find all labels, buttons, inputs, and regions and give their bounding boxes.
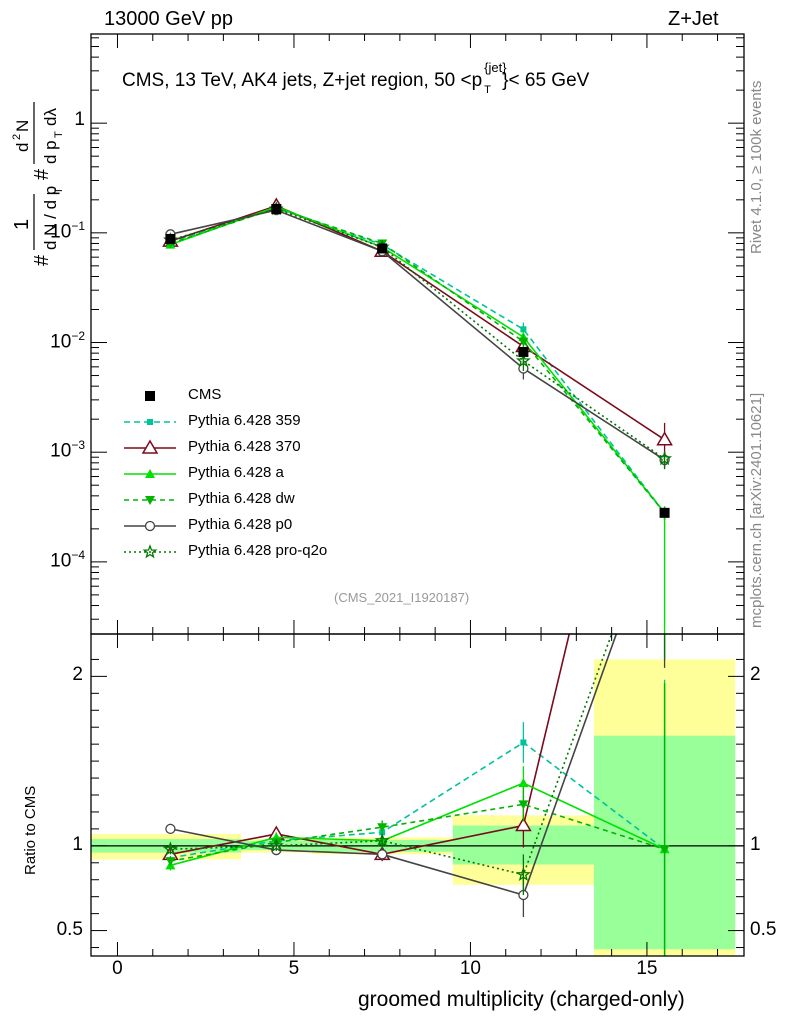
plot-title-text: CMS, 13 TeV, AK4 jets, Z+jet region, 50 … xyxy=(122,60,590,96)
ratio-point-3-3 xyxy=(518,800,529,810)
svg-text:N: N xyxy=(13,120,32,132)
ytick-label-2: 10−2 xyxy=(50,328,85,352)
main-point-3-3 xyxy=(518,337,529,347)
main-ylabel-fraction: # 1 d N / d p T # d 2 N d p T dλ xyxy=(11,102,65,266)
svg-text:#: # xyxy=(31,168,53,180)
svg-text:T: T xyxy=(53,187,65,194)
main-line-5 xyxy=(170,208,666,460)
ratio-point-5-3 xyxy=(515,866,531,881)
legend-marker-0 xyxy=(145,391,155,401)
ratio-point-5-1 xyxy=(268,837,284,853)
legend-marker-2 xyxy=(141,439,159,454)
ratio-point-4-4 xyxy=(660,494,669,503)
main-line-1 xyxy=(170,205,666,441)
rytick-label-right-1: 1 xyxy=(750,833,761,855)
ratio-point-1-4 xyxy=(658,229,672,241)
side-rivet-label: Rivet 4.1.0, ≥ 100k events xyxy=(748,80,765,254)
legend-label-1: Pythia 6.428 359 xyxy=(188,412,301,429)
ratio-point-3-4 xyxy=(659,845,670,855)
main-ylabel: # 1 d N / d p T # d 2 N d p T dλ xyxy=(4,22,74,272)
svg-text:2: 2 xyxy=(11,134,23,140)
svg-text:d N / d p: d N / d p xyxy=(41,186,60,250)
rytick-label-right-2: 2 xyxy=(750,664,761,686)
cms-point-2 xyxy=(377,243,388,254)
rytick-label-0: 0.5 xyxy=(56,918,83,940)
header-right-label: Z+Jet xyxy=(668,8,719,30)
xtick-label-2: 10 xyxy=(459,958,482,979)
ytick-label-0: 1 xyxy=(74,109,85,131)
legend-label-4: Pythia 6.428 dw xyxy=(188,490,295,507)
legend-marker-4 xyxy=(145,496,155,505)
cms-point-1 xyxy=(271,203,282,214)
cms-point-4 xyxy=(659,507,670,518)
legend xyxy=(124,391,176,559)
svg-text:1: 1 xyxy=(11,219,33,230)
title-pt-script: {jet} T xyxy=(484,60,507,96)
main-series-lines xyxy=(162,197,673,634)
ratio-point-2-3 xyxy=(518,778,529,788)
main-point-5-3 xyxy=(515,353,531,368)
xtick-label-3: 15 xyxy=(636,958,658,979)
ratio-point-4-2 xyxy=(377,849,388,860)
ratio-point-4-0 xyxy=(165,823,176,835)
svg-text:T: T xyxy=(53,131,65,138)
ratio-point-0-3 xyxy=(520,739,527,746)
header-left-label: 13000 GeV pp xyxy=(104,8,233,30)
legend-label-5: Pythia 6.428 p0 xyxy=(188,516,293,533)
ratio-point-3-0 xyxy=(165,857,176,867)
ratio-point-5-0 xyxy=(162,841,178,856)
main-point-5-4 xyxy=(657,450,673,466)
svg-text:d p: d p xyxy=(41,140,60,164)
legend-label-2: Pythia 6.428 370 xyxy=(188,438,301,455)
cms-point-0 xyxy=(165,233,176,244)
ratio-point-5-2 xyxy=(374,832,390,848)
main-point-1-4 xyxy=(656,431,673,446)
legend-marker-5 xyxy=(144,520,156,532)
xtick-label-0: 0 xyxy=(112,958,123,979)
xtick-label-1: 5 xyxy=(288,958,300,979)
ratio-line-3 xyxy=(170,803,665,862)
axis-ticks xyxy=(91,34,744,956)
svg-text:#: # xyxy=(31,254,53,266)
side-mcplots-label: mcplots.cern.ch [arXiv:2401.10621] xyxy=(748,392,765,628)
legend-marker-6 xyxy=(142,544,158,559)
cms-point-3 xyxy=(518,346,529,357)
legend-label-0: CMS xyxy=(188,386,222,403)
ratio-point-3-2 xyxy=(377,823,388,833)
rytick-label-2: 2 xyxy=(72,664,83,686)
ytick-label-3: 10−3 xyxy=(50,438,85,462)
rytick-label-right-0: 0.5 xyxy=(750,918,777,940)
main-point-0-3 xyxy=(520,326,527,333)
ytick-label-4: 10−4 xyxy=(50,547,85,572)
ratio-point-1-3 xyxy=(515,817,532,832)
ratio-series-lines xyxy=(162,229,672,956)
ratio-uncertainty-bands xyxy=(91,659,744,956)
ratio-ylabel: Ratio to CMS xyxy=(22,785,39,875)
svg-text:dλ: dλ xyxy=(41,108,60,126)
legend-label-3: Pythia 6.428 a xyxy=(188,464,284,481)
xlabel: groomed multiplicity (charged-only) xyxy=(358,988,685,1011)
ratio-point-5-4 xyxy=(659,484,670,495)
ytick-label-1: 10−1 xyxy=(50,218,85,243)
legend-label-6: Pythia 6.428 pro-q2o xyxy=(188,542,328,559)
svg-text:d: d xyxy=(13,143,32,152)
legend-marker-1 xyxy=(147,419,153,425)
rytick-label-1: 1 xyxy=(72,833,83,855)
plot-title: CMS, 13 TeV, AK4 jets, Z+jet region, 50 … xyxy=(122,60,590,96)
analysis-id: (CMS_2021_I1920187) xyxy=(334,590,470,605)
legend-marker-3 xyxy=(145,469,155,478)
